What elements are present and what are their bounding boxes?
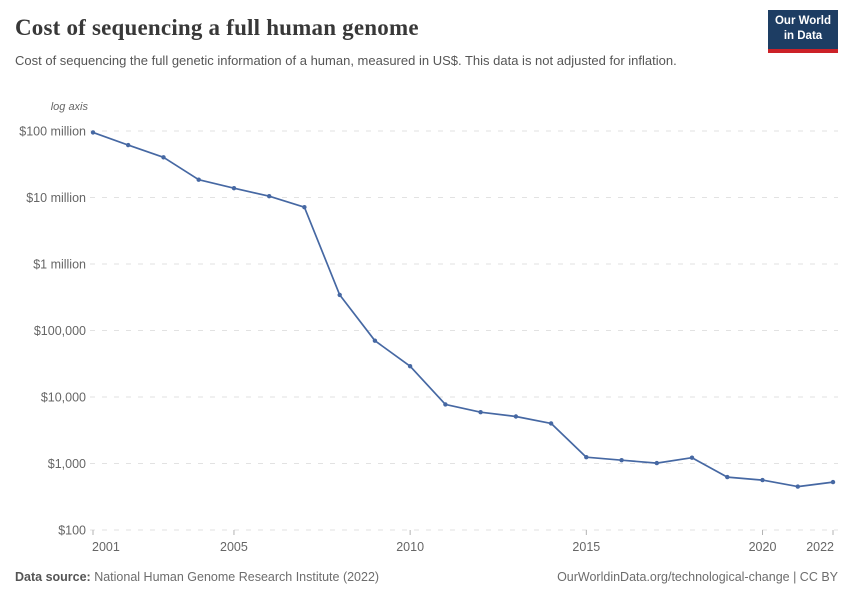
data-point[interactable] [654, 460, 659, 466]
data-source-label: Data source: [15, 570, 91, 584]
data-point[interactable] [548, 421, 554, 426]
owid-logo-text: Our World in Data [768, 10, 838, 49]
data-point[interactable] [619, 458, 624, 463]
data-point[interactable] [161, 155, 166, 160]
data-point[interactable] [302, 205, 307, 210]
page-title: Cost of sequencing a full human genome [15, 15, 419, 40]
data-point[interactable] [267, 194, 272, 199]
cost-line [92, 131, 834, 488]
data-point[interactable] [407, 364, 413, 369]
owid-logo-accent-bar [768, 48, 838, 53]
owid-logo[interactable]: Our World in Data [768, 10, 838, 53]
attribution-link[interactable]: OurWorldinData.org/technological-change … [557, 570, 838, 584]
y-axis-label: $100 million [19, 125, 86, 139]
y-axis-label: $1 million [33, 258, 86, 272]
data-point[interactable] [689, 455, 695, 460]
data-point[interactable] [830, 479, 836, 485]
data-point[interactable] [443, 402, 448, 407]
log-axis-note: log axis [51, 101, 89, 113]
x-axis-label: 2010 [396, 540, 424, 554]
data-point[interactable] [126, 142, 131, 148]
data-point[interactable] [90, 130, 96, 135]
y-axis-label: $100,000 [34, 324, 86, 338]
y-axis-label: $10 million [26, 191, 86, 205]
data-point[interactable] [760, 477, 765, 483]
data-point[interactable] [337, 292, 342, 298]
chart-footer: Data source: National Human Genome Resea… [15, 570, 838, 584]
data-point[interactable] [513, 414, 519, 419]
data-point[interactable] [584, 455, 589, 460]
x-axis-label: 2020 [749, 540, 777, 554]
data-point[interactable] [795, 484, 800, 489]
y-axis-label: $100 [58, 524, 86, 538]
y-axis-label: $1,000 [48, 457, 86, 471]
x-axis-label: 2001 [92, 540, 120, 554]
x-axis-label: 2015 [572, 540, 600, 554]
data-point[interactable] [372, 338, 378, 343]
data-point[interactable] [478, 410, 483, 415]
y-axis-label: $10,000 [41, 391, 86, 405]
x-axis-label: 2005 [220, 540, 248, 554]
data-source-text: National Human Genome Research Institute… [90, 570, 380, 584]
x-axis-label: 2022 [806, 540, 834, 554]
data-point[interactable] [196, 177, 201, 182]
data-point[interactable] [231, 186, 237, 191]
data-source: Data source: National Human Genome Resea… [15, 570, 379, 584]
page-subtitle: Cost of sequencing the full genetic info… [15, 53, 677, 68]
data-point[interactable] [725, 474, 730, 480]
